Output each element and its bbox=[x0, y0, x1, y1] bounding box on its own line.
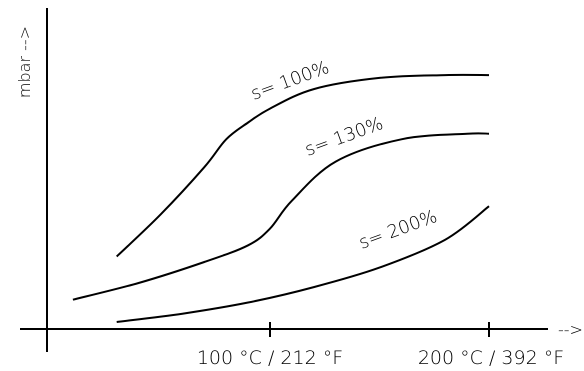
y-axis-label: mbar --> bbox=[15, 26, 34, 98]
series-line-s100 bbox=[116, 73, 490, 258]
x-tick-label-2: 200 °C / 392 °F bbox=[418, 347, 564, 369]
series-label-s130: s= 130% bbox=[302, 113, 386, 161]
x-tick-label-1: 100 °C / 212 °F bbox=[197, 347, 343, 369]
x-axis-label: --> bbox=[558, 320, 583, 339]
series-line-s130 bbox=[72, 132, 490, 301]
series-line-s200 bbox=[116, 205, 490, 323]
series-label-s200: s= 200% bbox=[356, 206, 440, 254]
